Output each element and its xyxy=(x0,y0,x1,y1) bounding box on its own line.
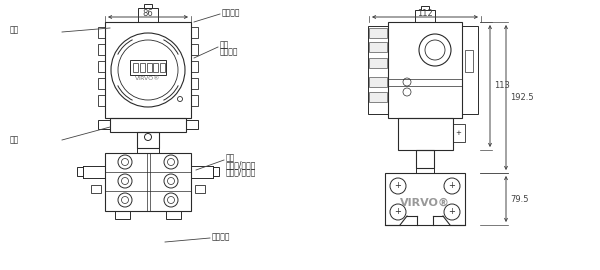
Bar xyxy=(191,95,198,106)
Text: +: + xyxy=(449,181,455,191)
Text: 选项: 选项 xyxy=(220,40,229,49)
Bar xyxy=(465,50,473,72)
Text: 腰牌: 腰牌 xyxy=(10,136,19,144)
Text: +: + xyxy=(455,130,461,136)
Bar xyxy=(98,61,105,72)
Text: 上排气/排液阀: 上排气/排液阀 xyxy=(226,160,256,170)
Text: 192.5: 192.5 xyxy=(510,93,533,102)
Bar xyxy=(191,44,198,55)
Bar xyxy=(191,27,198,38)
Bar xyxy=(98,27,105,38)
Bar xyxy=(213,167,219,176)
Bar xyxy=(105,22,191,118)
Bar xyxy=(166,211,181,219)
Bar xyxy=(77,167,83,176)
Text: 79.5: 79.5 xyxy=(510,194,529,204)
Bar xyxy=(137,132,159,148)
Bar xyxy=(398,118,452,150)
Bar xyxy=(191,78,198,89)
Bar xyxy=(160,62,165,72)
Bar xyxy=(462,26,478,114)
Bar xyxy=(130,60,166,75)
Bar xyxy=(416,168,434,173)
Bar xyxy=(369,58,387,68)
Bar xyxy=(98,78,105,89)
Bar xyxy=(105,153,191,211)
Bar xyxy=(115,211,130,219)
Text: 112: 112 xyxy=(417,8,433,18)
Text: +: + xyxy=(395,208,401,217)
Bar xyxy=(421,6,429,10)
Text: 过程连接: 过程连接 xyxy=(212,232,230,241)
Text: VIRVO®: VIRVO® xyxy=(400,198,450,208)
Text: 下排气/排液阀: 下排气/排液阀 xyxy=(226,167,256,177)
Bar xyxy=(138,8,158,22)
Text: 113: 113 xyxy=(494,82,510,90)
Bar xyxy=(186,120,198,129)
Bar xyxy=(98,44,105,55)
Bar xyxy=(191,61,198,72)
Bar xyxy=(369,92,387,102)
Bar xyxy=(195,185,205,193)
Bar xyxy=(452,124,464,142)
Text: +: + xyxy=(395,181,401,191)
Bar xyxy=(144,4,152,8)
Text: 86: 86 xyxy=(143,8,154,18)
Bar xyxy=(91,185,101,193)
Text: 电气连接: 电气连接 xyxy=(222,8,241,18)
Bar xyxy=(416,150,434,168)
Text: +: + xyxy=(449,208,455,217)
Text: 铭牌: 铭牌 xyxy=(10,25,19,35)
Bar xyxy=(385,173,465,225)
Bar xyxy=(140,62,145,72)
Bar xyxy=(137,148,159,153)
Bar xyxy=(154,62,158,72)
Bar xyxy=(388,22,462,118)
Bar xyxy=(146,62,152,72)
Text: 数字表头: 数字表头 xyxy=(220,48,239,56)
Bar xyxy=(369,28,387,38)
Text: 选项: 选项 xyxy=(226,154,235,163)
Bar xyxy=(98,95,105,106)
Bar xyxy=(415,10,435,22)
Bar xyxy=(133,62,138,72)
Text: VIRVO®: VIRVO® xyxy=(136,76,161,80)
Bar xyxy=(369,77,387,87)
Bar xyxy=(368,26,388,114)
Bar xyxy=(369,42,387,52)
Bar xyxy=(110,118,186,132)
Bar xyxy=(98,120,110,129)
